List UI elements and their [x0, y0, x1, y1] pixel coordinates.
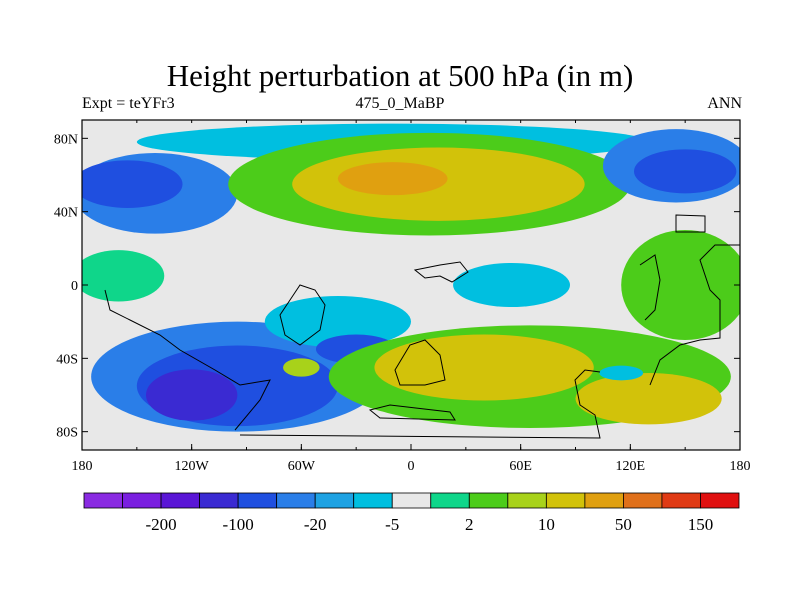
coastline-north-africa [413, 261, 469, 283]
contour-region-nw-blue-core [82, 160, 183, 208]
x-tick-label: 60E [509, 459, 532, 474]
contour-region-southern-green-small [283, 358, 320, 377]
colorbar-swatch [353, 492, 393, 509]
colorbar-label: -100 [223, 515, 254, 534]
colorbar-swatch [122, 492, 162, 509]
y-tick-label: 80S [56, 426, 78, 441]
colorbar-label: -20 [304, 515, 327, 534]
colorbar-label: -5 [385, 515, 399, 534]
season-label: ANN [707, 95, 742, 112]
colorbar-swatch [507, 492, 547, 509]
coastline-south-america [279, 284, 326, 346]
coastline-antarctica-south [239, 369, 601, 439]
experiment-label: Expt = teYFr3 [82, 95, 175, 112]
colorbar-swatch [584, 492, 624, 509]
contour-region-south-yellow-band [374, 334, 594, 401]
colorbar-swatch [199, 492, 239, 509]
contour-region-south-cyan-lobe [264, 296, 411, 348]
y-tick-label: 0 [71, 279, 78, 294]
colorbar-swatch [314, 492, 355, 509]
coastline-arctic [675, 214, 706, 233]
colorbar-swatch [276, 492, 316, 509]
colorbar-label: 10 [538, 515, 555, 534]
y-tick-label: 80N [54, 132, 78, 147]
coastline-antarctic-ridge [104, 289, 271, 431]
plot-title: Height perturbation at 500 hPa (in m) [166, 58, 634, 93]
coastline-antarctic-ledge [368, 404, 456, 421]
time-label: 475_0_MaBP [355, 95, 445, 112]
colorbar-swatch [545, 492, 586, 509]
contour-region-tropical-cyan-east [453, 263, 571, 307]
colorbar-swatch [700, 492, 740, 509]
contour-region-tropical-green-east [621, 230, 740, 340]
colorbar-label: 50 [615, 515, 632, 534]
x-tick-label: 60W [288, 459, 316, 474]
colorbar-swatch [160, 492, 200, 509]
coastline-south-africa [394, 339, 446, 386]
y-tick-label: 40S [56, 352, 78, 367]
x-tick-label: 120W [175, 459, 210, 474]
colorbar-label: 2 [465, 515, 474, 534]
x-tick-label: 180 [72, 459, 93, 474]
contour-region-north-orange-core [337, 162, 448, 196]
coastline-australia [649, 244, 740, 386]
colorbar-swatch [430, 492, 470, 509]
colorbar-swatch [468, 492, 509, 509]
colorbar-swatch [237, 492, 278, 509]
contour-region-south-yellow-east [575, 373, 722, 425]
colorbar-label: -200 [145, 515, 176, 534]
x-tick-label: 180 [730, 459, 751, 474]
colorbar-swatch [661, 492, 701, 509]
x-tick-label: 0 [408, 459, 415, 474]
contour-region-tropical-green-west [82, 250, 165, 302]
y-tick-label: 40N [54, 206, 78, 221]
colorbar-swatch [83, 492, 123, 509]
coastline-asia [639, 254, 661, 321]
contour-region-south-pacific-cyan [599, 365, 644, 381]
colorbar-swatch [623, 492, 663, 509]
contour-region-ne-blue-core [633, 149, 737, 194]
colorbar-swatch [391, 492, 432, 509]
contour-region-south-dark-core [145, 369, 238, 421]
x-tick-label: 120E [616, 459, 646, 474]
colorbar-label: 150 [688, 515, 714, 534]
